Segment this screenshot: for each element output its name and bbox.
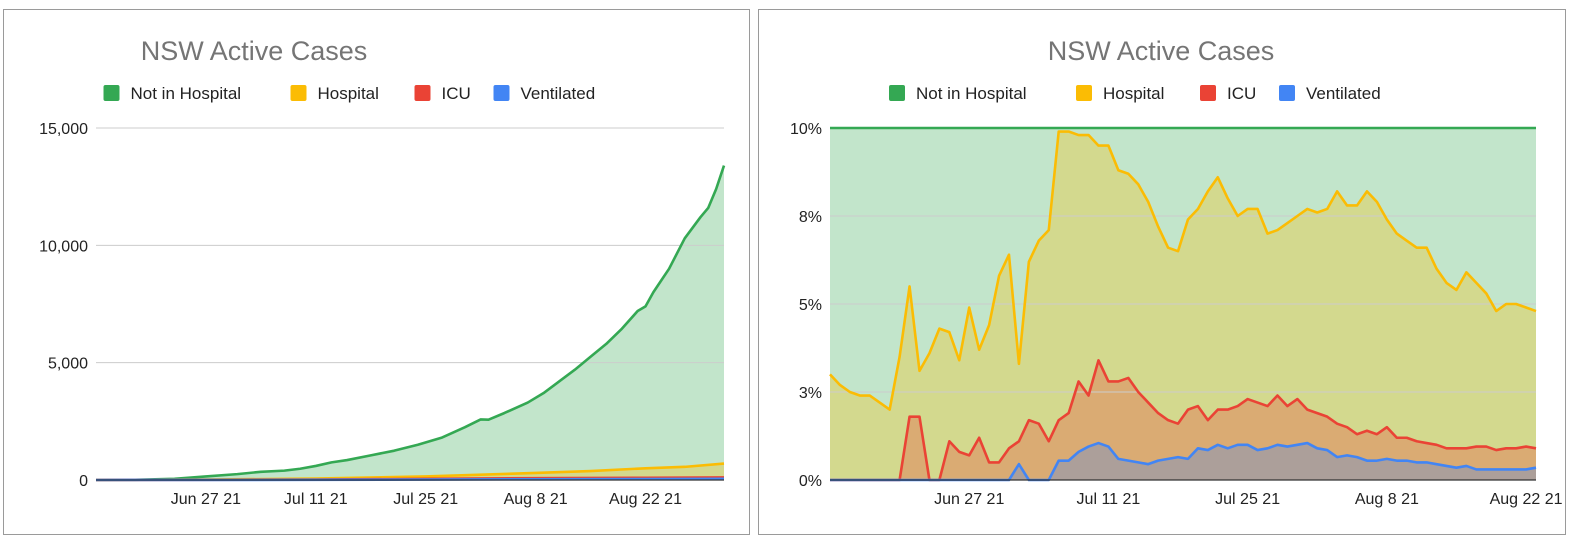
x-tick-label: Aug 8 21 — [504, 491, 568, 508]
x-tick-label: Jul 11 21 — [1077, 491, 1141, 508]
x-tick-label: Jun 27 21 — [171, 491, 241, 508]
chart-legend: Not in Hospital Hospital ICU Ventilated — [103, 84, 596, 103]
legend-label: ICU — [442, 84, 471, 103]
plot-area: 0 5,000 10,000 15,000 Jun 27 21 Jul 11 21 Jul … — [39, 121, 726, 508]
line-icu — [830, 359, 1537, 482]
legend-label: Not in Hospital — [916, 84, 1027, 103]
legend-label: Hospital — [1103, 84, 1164, 103]
legend-label: Hospital — [318, 84, 379, 103]
x-tick-label: Jul 11 21 — [284, 491, 348, 508]
legend-item[interactable]: ICU — [414, 84, 471, 103]
line-ventilated — [830, 441, 1537, 482]
line-not-in-hospital — [95, 165, 726, 482]
y-tick-label: 10,000 — [39, 238, 88, 255]
area-hospital — [96, 463, 724, 480]
area-ventilated — [830, 443, 1536, 480]
x-tick-label: Jun 27 21 — [934, 491, 1004, 508]
legend-swatch — [103, 85, 120, 101]
chart-legend: Not in Hospital Hospital ICU Ventilated — [889, 84, 1381, 103]
y-tick-label: 5% — [799, 297, 822, 314]
y-tick-label: 0% — [799, 473, 822, 490]
y-tick-label: 0 — [79, 473, 88, 490]
legend-item[interactable]: Hospital — [290, 84, 379, 103]
x-tick-label: Jul 25 21 — [393, 491, 458, 508]
y-tick-label: 8% — [799, 209, 822, 226]
area-not-in-hospital — [96, 165, 724, 480]
series-lines — [829, 126, 1537, 482]
legend-swatch — [1076, 85, 1092, 101]
chart-title: NSW Active Cases — [1048, 36, 1275, 66]
chart-title: NSW Active Cases — [141, 36, 368, 66]
legend-label: Ventilated — [521, 84, 596, 103]
legend-item[interactable]: Hospital — [1076, 84, 1164, 103]
legend-swatch — [290, 85, 307, 101]
percent-cases-chart: NSW Active Cases Not in Hospital Hospital… — [790, 36, 1563, 508]
y-tick-label: 3% — [799, 385, 822, 402]
legend-item[interactable]: Not in Hospital — [889, 84, 1027, 103]
line-hospital — [829, 130, 1537, 411]
legend-label: ICU — [1227, 84, 1256, 103]
x-tick-label: Aug 8 21 — [1355, 491, 1419, 508]
absolute-cases-chart: NSW Active Cases Not in Hospital Hospital… — [39, 36, 726, 508]
area-hospital — [830, 131, 1536, 480]
legend-swatch — [889, 85, 905, 101]
legend-item[interactable]: Ventilated — [1279, 84, 1381, 103]
y-tick-label: 5,000 — [48, 356, 88, 373]
x-tick-label: Jul 25 21 — [1215, 491, 1280, 508]
legend-swatch — [493, 85, 510, 101]
legend-swatch — [1279, 85, 1295, 101]
legend-label: Not in Hospital — [131, 84, 242, 103]
legend-swatch — [414, 85, 431, 101]
legend-label: Ventilated — [1306, 84, 1381, 103]
x-tick-label: Aug 22 21 — [609, 491, 682, 508]
legend-item[interactable]: Ventilated — [493, 84, 596, 103]
legend-item[interactable]: Not in Hospital — [103, 84, 242, 103]
legend-swatch — [1200, 85, 1216, 101]
x-tick-label: Aug 22 21 — [1490, 491, 1563, 508]
gridlines — [96, 127, 724, 364]
series-areas — [96, 165, 724, 480]
y-tick-label: 15,000 — [39, 121, 88, 138]
chart-panel-absolute: NSW Active Cases Not in Hospital Hospital… — [3, 9, 750, 535]
y-tick-label: 10% — [790, 121, 822, 138]
plot-area: 0% 3% 5% 8% 10% Jun 27 21 Jul 11 21 Jul 25 21 Au… — [790, 121, 1563, 508]
chart-panel-percent: NSW Active Cases Not in Hospital Hospital… — [758, 9, 1566, 535]
legend-item[interactable]: ICU — [1200, 84, 1256, 103]
area-icu — [830, 360, 1536, 480]
